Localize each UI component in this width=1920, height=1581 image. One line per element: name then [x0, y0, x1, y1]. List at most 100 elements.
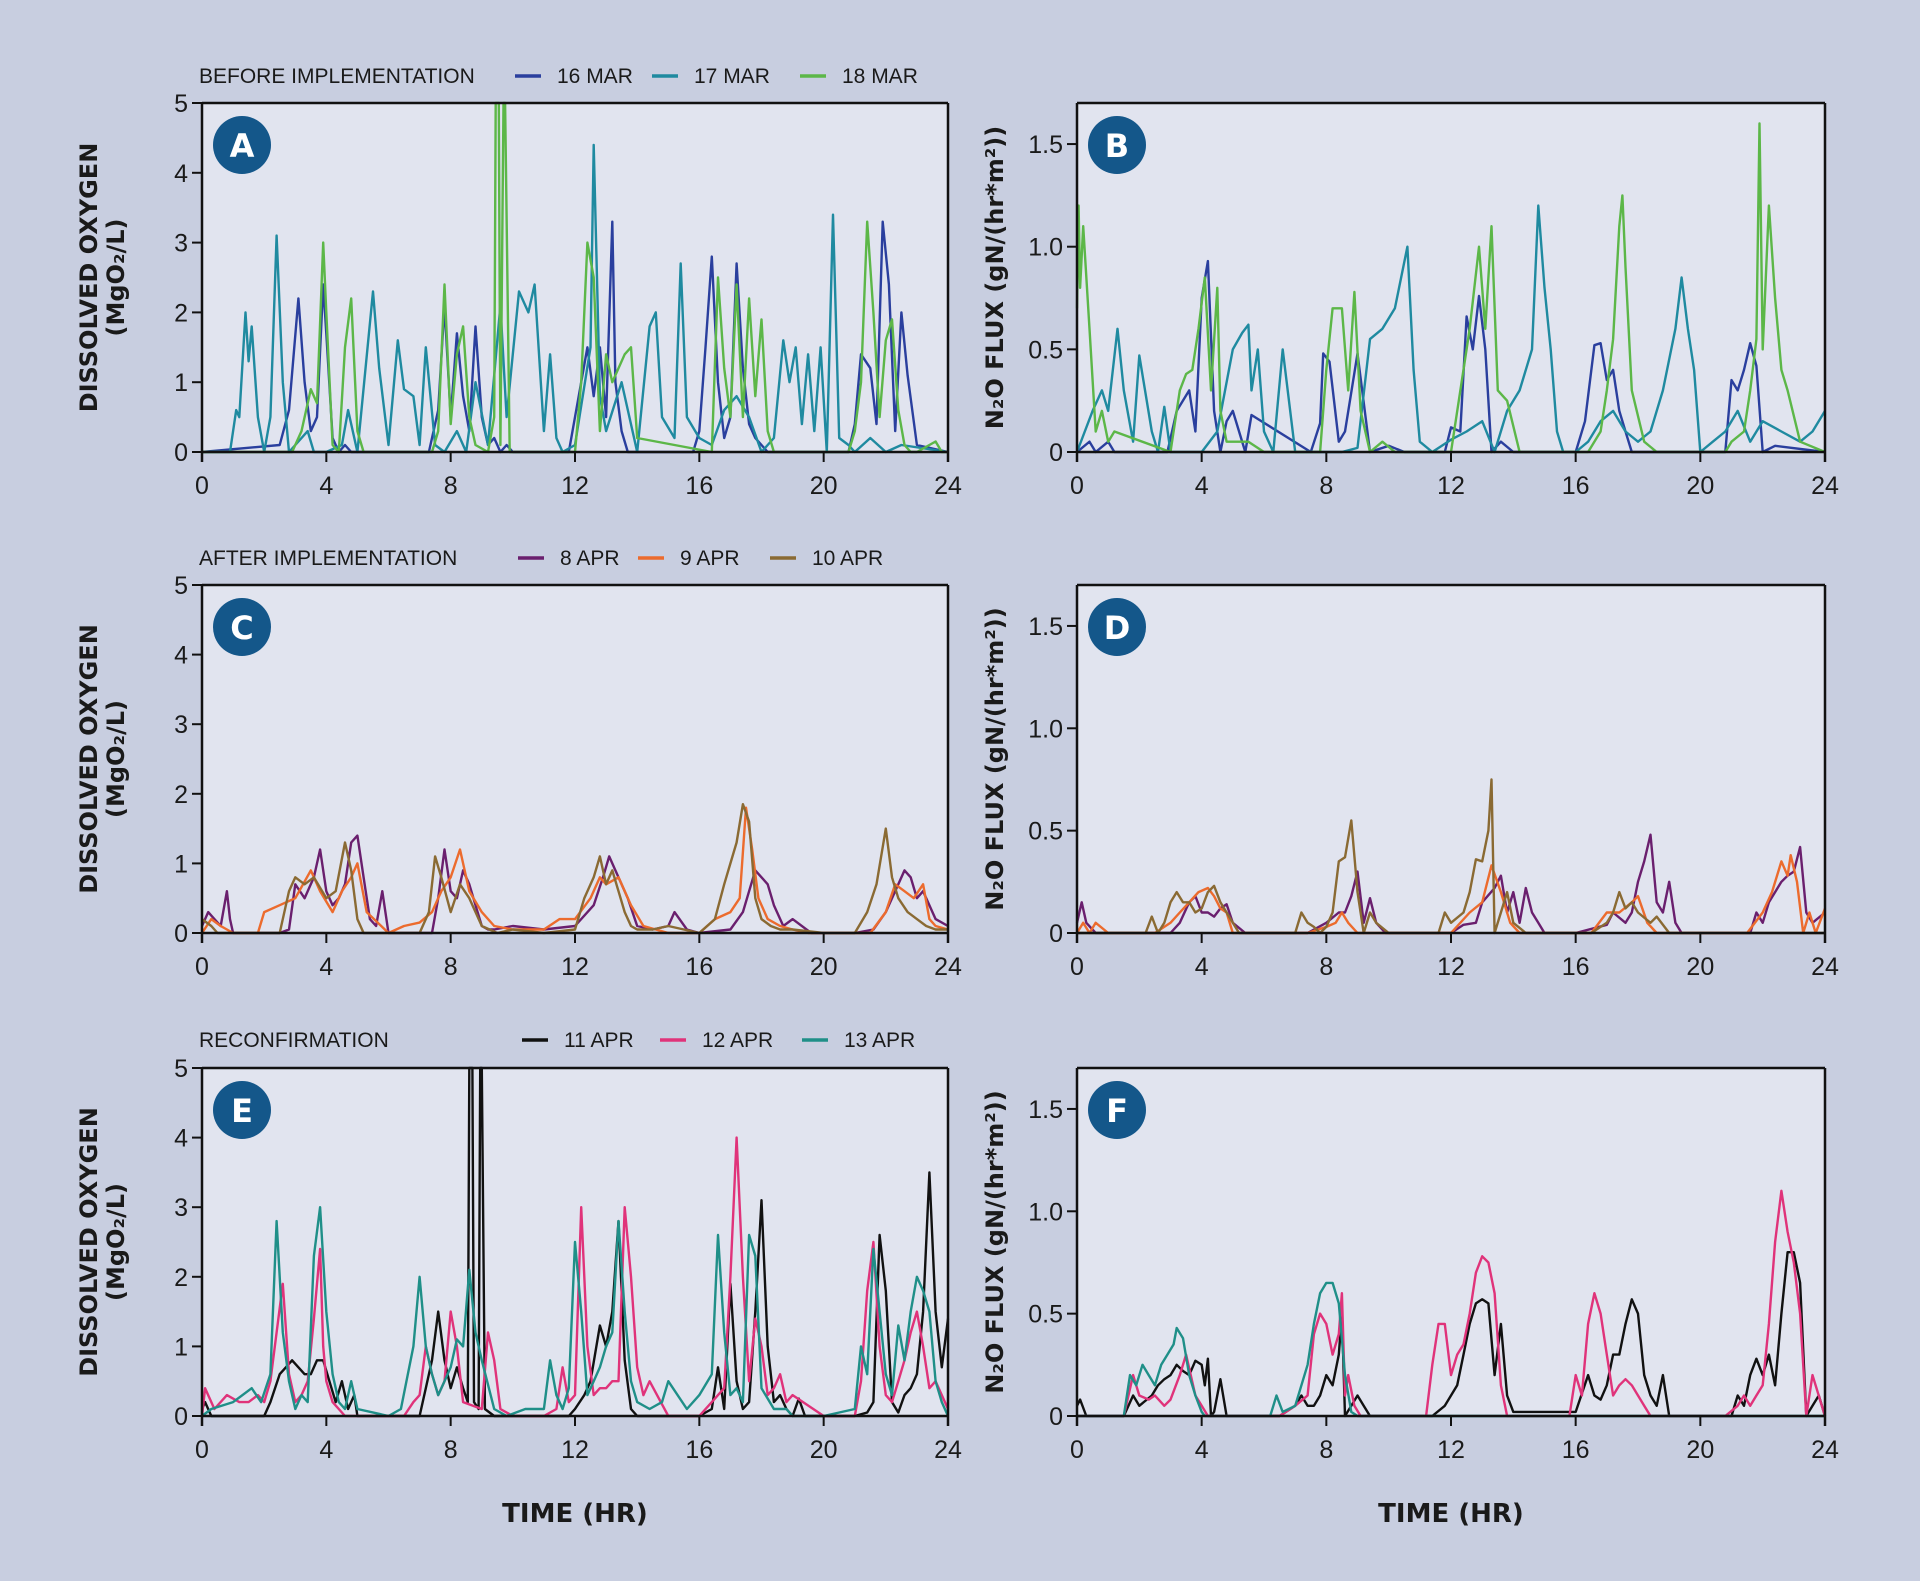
- x-tick-label: 16: [685, 1436, 713, 1464]
- x-tick-label: 12: [1437, 953, 1465, 981]
- panel-badge: [1088, 1081, 1146, 1139]
- y-axis-subtitle: (MgO₂/L): [102, 700, 130, 818]
- y-axis-title: N₂O FLUX (gN/(hr*m²)): [981, 607, 1009, 910]
- legend-label: 9 APR: [680, 547, 740, 570]
- legend-item: 8 APR: [518, 547, 620, 570]
- y-tick-label: 3: [174, 1194, 188, 1222]
- y-tick-label: 0: [1049, 1403, 1063, 1431]
- x-tick-label: 16: [1562, 472, 1590, 500]
- panel-badge: [1088, 116, 1146, 174]
- y-tick-label: 0: [174, 1403, 188, 1431]
- x-tick-label: 24: [934, 472, 962, 500]
- plot-area: [1077, 1068, 1825, 1416]
- x-tick-label: 16: [685, 472, 713, 500]
- legend-item: 18 MAR: [800, 65, 918, 88]
- y-tick-label: 1: [174, 1333, 188, 1361]
- panel-f: 0 4 8 12 16 20 24 0 0.5 1.0 1.5 F N₂O FLUX (gN/(hr*m…: [981, 1066, 1839, 1529]
- x-tick-label: 12: [561, 953, 589, 981]
- panel-badge-letter: E: [231, 1092, 253, 1130]
- x-tick-label: 24: [934, 953, 962, 981]
- y-tick-label: 0: [174, 920, 188, 948]
- x-tick-label: 20: [810, 472, 838, 500]
- row-title: AFTER IMPLEMENTATION: [199, 547, 457, 570]
- legend-label: 18 MAR: [842, 65, 918, 88]
- x-tick-label: 20: [1686, 1436, 1714, 1464]
- x-axis-title: TIME (HR): [1378, 1499, 1524, 1529]
- x-axis-title: TIME (HR): [502, 1499, 648, 1529]
- panel-d: 0 4 8 12 16 20 24 0 0.5 1.0 1.5 D N₂O FLUX (gN/(hr*m…: [981, 583, 1839, 981]
- y-axis-subtitle: (MgO₂/L): [102, 219, 130, 337]
- y-tick-label: 1.0: [1028, 715, 1063, 743]
- legend-label: 10 APR: [812, 547, 883, 570]
- x-tick-label: 0: [1070, 953, 1084, 981]
- panel-badge-letter: C: [230, 609, 253, 647]
- x-tick-label: 8: [1319, 472, 1333, 500]
- x-tick-label: 24: [1811, 953, 1839, 981]
- x-tick-label: 4: [1195, 472, 1209, 500]
- legend-label: 17 MAR: [694, 65, 770, 88]
- x-tick-label: 12: [561, 1436, 589, 1464]
- y-tick-label: 5: [174, 572, 188, 600]
- y-axis-title: N₂O FLUX (gN/(hr*m²)): [981, 1090, 1009, 1393]
- legend-label: 11 APR: [564, 1029, 634, 1052]
- panel-badge: [213, 598, 271, 656]
- y-tick-label: 2: [174, 299, 188, 327]
- y-tick-label: 5: [174, 1055, 188, 1083]
- x-tick-label: 12: [1437, 472, 1465, 500]
- plot-area: [202, 103, 948, 452]
- x-tick-label: 0: [1070, 472, 1084, 500]
- legend-item: 12 APR: [660, 1029, 773, 1052]
- panel-badge-letter: B: [1105, 127, 1129, 165]
- series-line-8-apr: [1075, 833, 1826, 935]
- y-tick-label: 4: [174, 642, 188, 670]
- x-tick-label: 12: [561, 472, 589, 500]
- x-tick-label: 16: [1562, 953, 1590, 981]
- y-tick-label: 1: [174, 850, 188, 878]
- x-tick-label: 8: [444, 1436, 458, 1464]
- y-tick-label: 3: [174, 230, 188, 258]
- x-tick-label: 0: [1070, 1436, 1084, 1464]
- legend-item: 16 MAR: [515, 65, 633, 88]
- row-header-2: RECONFIRMATION 11 APR 12 APR 13 APR: [199, 1029, 915, 1052]
- y-tick-label: 0.5: [1028, 1301, 1063, 1329]
- x-tick-label: 20: [1686, 472, 1714, 500]
- legend-label: 16 MAR: [557, 65, 633, 88]
- plot-area: [202, 585, 948, 933]
- legend-label: 8 APR: [560, 547, 620, 570]
- x-tick-label: 24: [1811, 1436, 1839, 1464]
- x-tick-label: 4: [319, 472, 333, 500]
- y-tick-label: 2: [174, 781, 188, 809]
- row-title: RECONFIRMATION: [199, 1029, 389, 1052]
- x-tick-label: 20: [810, 1436, 838, 1464]
- x-tick-label: 20: [1686, 953, 1714, 981]
- y-tick-label: 1: [174, 369, 188, 397]
- y-tick-label: 0: [1049, 920, 1063, 948]
- x-tick-label: 8: [1319, 953, 1333, 981]
- x-tick-label: 0: [195, 472, 209, 500]
- legend-label: 13 APR: [844, 1029, 915, 1052]
- x-tick-label: 0: [195, 1436, 209, 1464]
- panel-b: 0 4 8 12 16 20 24 0 0.5 1.0 1.5 B N₂O FLUX (gN/(hr*m…: [981, 101, 1839, 500]
- x-tick-label: 16: [1562, 1436, 1590, 1464]
- row-title: BEFORE IMPLEMENTATION: [199, 65, 475, 88]
- panel-badge: [213, 1081, 271, 1139]
- y-tick-label: 1.5: [1028, 613, 1063, 641]
- x-tick-label: 8: [444, 472, 458, 500]
- y-axis-title: DISSOLVED OXYGEN: [75, 1107, 103, 1377]
- x-tick-label: 16: [685, 953, 713, 981]
- y-tick-label: 4: [174, 160, 188, 188]
- legend-label: 12 APR: [702, 1029, 773, 1052]
- panel-badge-letter: A: [230, 127, 255, 165]
- x-tick-label: 12: [1437, 1436, 1465, 1464]
- y-tick-label: 1.0: [1028, 1198, 1063, 1226]
- x-tick-label: 4: [319, 953, 333, 981]
- x-tick-label: 8: [1319, 1436, 1333, 1464]
- panel-badge: [213, 116, 271, 174]
- plot-area: [1077, 585, 1825, 933]
- panel-badge: [1088, 598, 1146, 656]
- y-tick-label: 5: [174, 90, 188, 118]
- panel-badge-letter: D: [1104, 609, 1131, 647]
